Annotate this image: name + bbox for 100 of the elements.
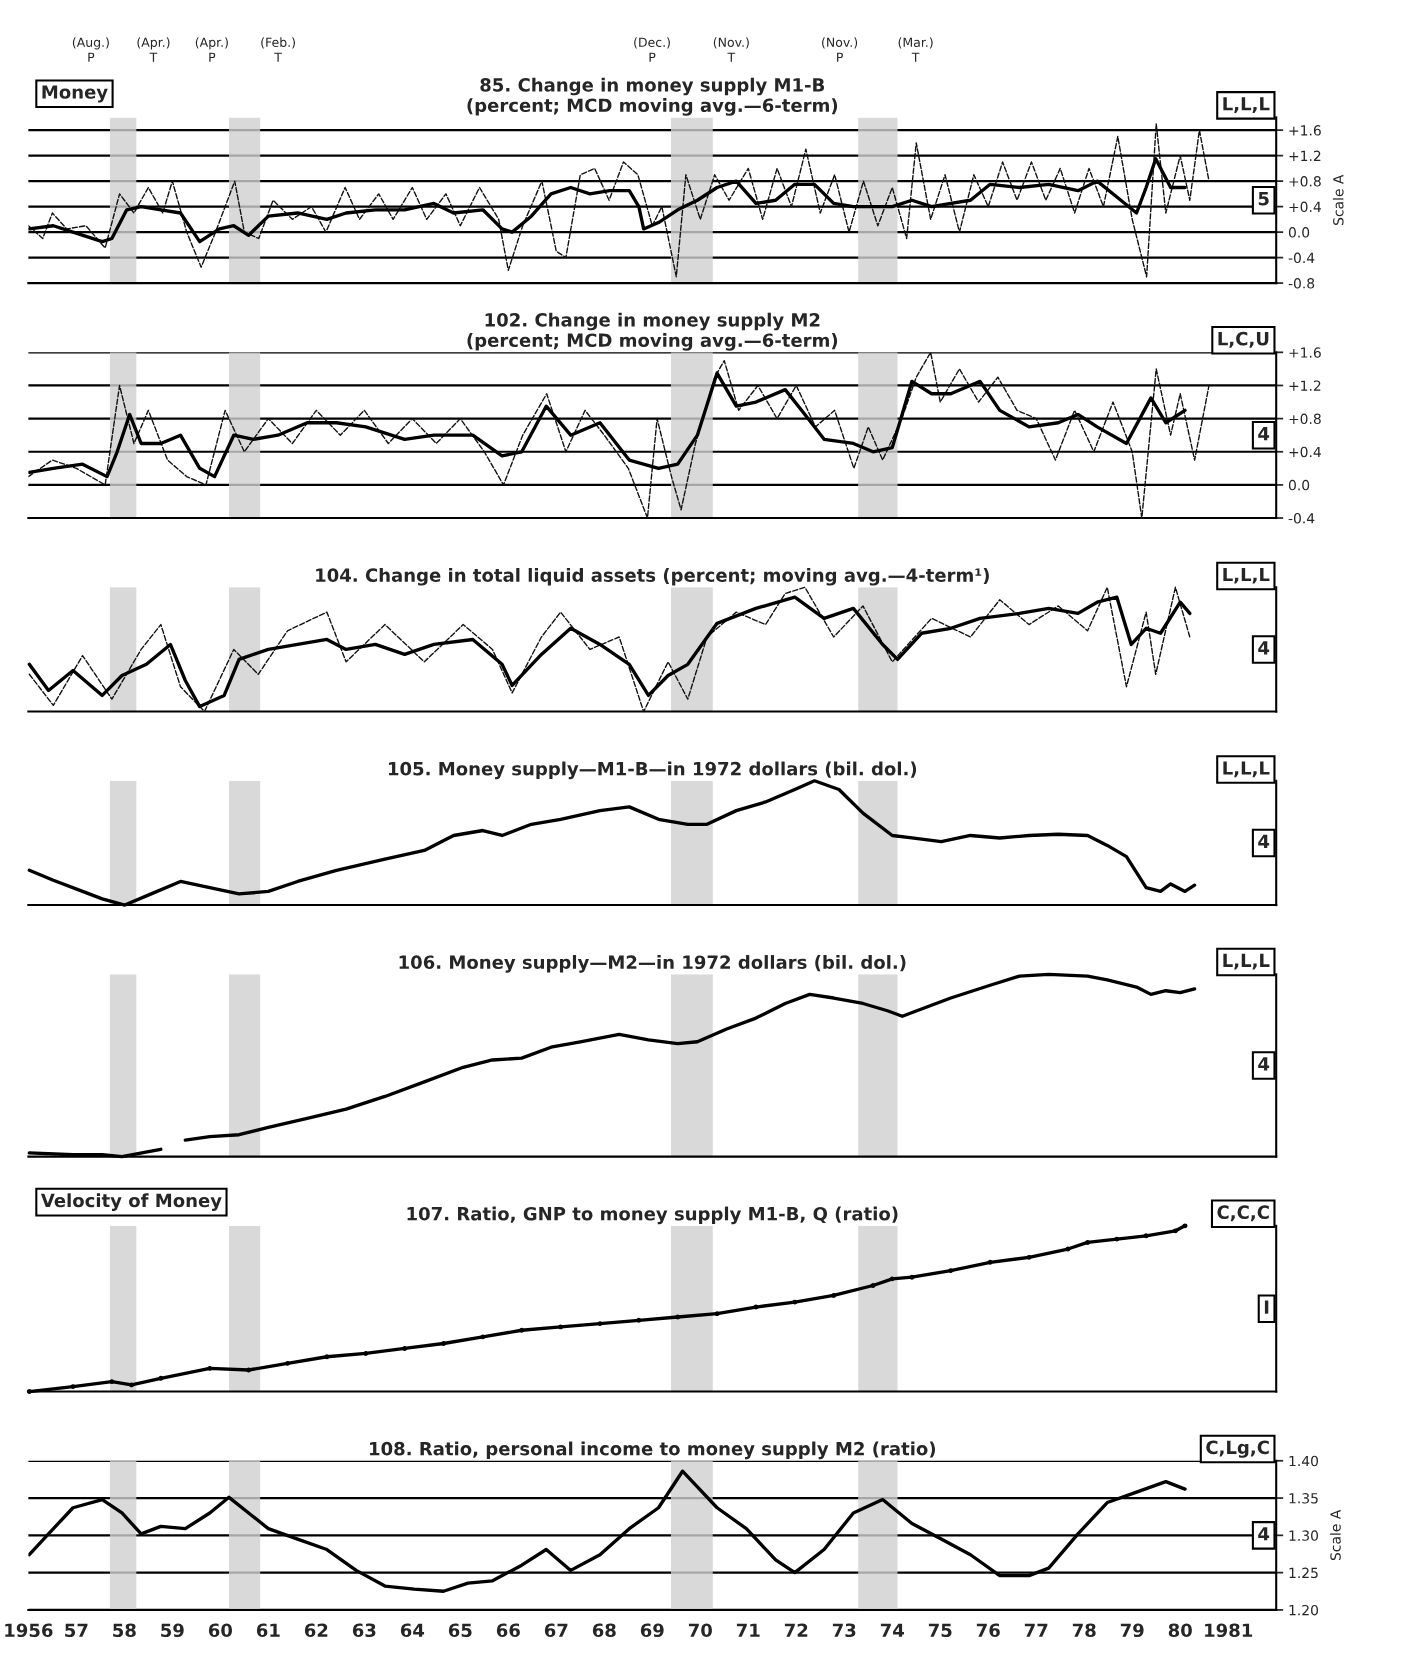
annotation: 4 bbox=[1258, 1057, 1270, 1071]
text: L,L,L bbox=[1223, 761, 1270, 778]
point bbox=[987, 1259, 993, 1265]
text: Money bbox=[42, 85, 108, 103]
text: C,C,C bbox=[1217, 1205, 1269, 1222]
x-tick-label: 64 bbox=[400, 1623, 425, 1638]
x-tick-label: 73 bbox=[832, 1623, 856, 1638]
point bbox=[636, 1317, 642, 1323]
y-axis-title: Scale A bbox=[1332, 174, 1344, 225]
text: (Apr.) P bbox=[195, 37, 228, 62]
chart-title: 107. Ratio, GNP to money supply M1-B, Q (ratio) bbox=[407, 1206, 898, 1225]
point bbox=[597, 1321, 603, 1327]
y-tick-label: +0.8 bbox=[1289, 176, 1321, 187]
x-tick-label: 76 bbox=[976, 1623, 1000, 1638]
point bbox=[207, 1365, 213, 1371]
x-tick-label: 67 bbox=[544, 1623, 568, 1638]
x-tick-label: 61 bbox=[256, 1623, 280, 1638]
chart-title: 104. Change in total liquid assets (percent; moving avg.—4-term¹) bbox=[316, 568, 989, 586]
point bbox=[1114, 1236, 1120, 1242]
x-tick-label: 63 bbox=[352, 1623, 376, 1638]
x-tick-label: 68 bbox=[592, 1623, 616, 1638]
x-tick-label: 75 bbox=[928, 1623, 952, 1638]
text: L,L,L bbox=[1223, 97, 1270, 113]
point bbox=[792, 1299, 798, 1305]
y-tick-label: +1.6 bbox=[1289, 347, 1321, 358]
chart-title: 85. Change in money supply M1-B (percent; MCD moving avg.—6-term) bbox=[467, 77, 838, 116]
y-tick-label: +1.6 bbox=[1289, 125, 1321, 136]
point bbox=[158, 1375, 164, 1381]
point bbox=[675, 1314, 681, 1320]
x-tick-label: 69 bbox=[640, 1623, 664, 1638]
y-tick-label: +0.4 bbox=[1289, 201, 1321, 213]
text: C,Lg,C bbox=[1206, 1440, 1269, 1458]
x-tick-label: 72 bbox=[784, 1623, 808, 1637]
y-tick-label: -0.4 bbox=[1288, 513, 1315, 524]
point bbox=[519, 1327, 525, 1333]
y-tick-label: 1.25 bbox=[1289, 1567, 1318, 1579]
text: L,C,U bbox=[1218, 331, 1269, 348]
point bbox=[1143, 1233, 1149, 1239]
point bbox=[714, 1311, 720, 1317]
point bbox=[246, 1367, 252, 1373]
y-tick-label: -0.8 bbox=[1288, 278, 1315, 289]
y-tick-label: 0.0 bbox=[1288, 479, 1310, 491]
y-tick-label: 1.20 bbox=[1289, 1604, 1319, 1616]
point bbox=[402, 1346, 408, 1351]
point bbox=[480, 1334, 486, 1340]
point bbox=[831, 1293, 837, 1298]
text: (Feb.) T bbox=[261, 37, 295, 62]
y-tick-label: +0.8 bbox=[1289, 413, 1321, 425]
point bbox=[26, 1389, 32, 1394]
y-tick-label: 1.40 bbox=[1289, 1455, 1319, 1467]
point bbox=[870, 1283, 876, 1288]
x-tick-label: 79 bbox=[1120, 1623, 1144, 1638]
point bbox=[1065, 1246, 1071, 1252]
x-tick-label: 70 bbox=[688, 1623, 712, 1638]
y-tick-label: 0.0 bbox=[1288, 227, 1310, 238]
text: (Mar.) T bbox=[898, 37, 933, 62]
point bbox=[558, 1324, 564, 1330]
chart-title: 105. Money supply—M1-B—in 1972 dollars (bil. dol.) bbox=[388, 761, 917, 780]
point bbox=[70, 1384, 76, 1390]
point bbox=[1172, 1228, 1178, 1234]
x-tick-label: 57 bbox=[65, 1623, 88, 1638]
chart-title: 102. Change in money supply M2 (percent; MCD moving avg.—6-term) bbox=[467, 312, 838, 351]
line-series bbox=[28, 123, 1210, 278]
annotation: 4 bbox=[1258, 834, 1270, 848]
chart-title: 106. Money supply—M2—in 1972 dollars (bil. dol.) bbox=[399, 955, 906, 973]
x-tick-label: 65 bbox=[448, 1623, 472, 1638]
y-tick-label: +1.2 bbox=[1289, 150, 1321, 161]
y-tick-label: 1.35 bbox=[1289, 1493, 1318, 1504]
text: (Dec.) P bbox=[634, 37, 670, 62]
annotation: 4 bbox=[1258, 1527, 1270, 1541]
y-tick-label: +1.2 bbox=[1289, 380, 1321, 391]
text: L,L,L bbox=[1223, 953, 1270, 970]
point bbox=[363, 1351, 369, 1356]
text: (Nov.) T bbox=[713, 37, 749, 62]
chart-title: 108. Ratio, personal income to money supply M2 (ratio) bbox=[370, 1441, 935, 1460]
x-tick-label: 77 bbox=[1024, 1623, 1048, 1637]
point bbox=[889, 1276, 895, 1282]
x-tick-label: 1956 bbox=[5, 1623, 53, 1638]
y-tick-label: +0.4 bbox=[1289, 446, 1321, 458]
annotation: I bbox=[1264, 1300, 1269, 1314]
x-tick-label: 58 bbox=[113, 1623, 136, 1638]
x-tick-label: 66 bbox=[496, 1623, 520, 1638]
point bbox=[441, 1341, 446, 1346]
point bbox=[1182, 1223, 1188, 1229]
point bbox=[109, 1379, 115, 1385]
x-tick-label: 59 bbox=[161, 1623, 184, 1638]
point bbox=[324, 1354, 330, 1360]
y-tick-label: -0.4 bbox=[1288, 252, 1315, 264]
x-tick-label: 71 bbox=[736, 1623, 760, 1637]
x-tick-label: 60 bbox=[208, 1623, 233, 1638]
point bbox=[753, 1304, 759, 1310]
text: (Apr.) T bbox=[137, 37, 170, 62]
x-tick-label: 78 bbox=[1072, 1623, 1096, 1638]
x-tick-label: 1981 bbox=[1205, 1623, 1253, 1638]
annotation: 4 bbox=[1258, 427, 1270, 441]
line-series bbox=[28, 352, 1210, 519]
point bbox=[285, 1360, 290, 1366]
annotation: 5 bbox=[1258, 192, 1269, 206]
text: (Aug.) P bbox=[72, 37, 109, 62]
point bbox=[909, 1274, 915, 1280]
